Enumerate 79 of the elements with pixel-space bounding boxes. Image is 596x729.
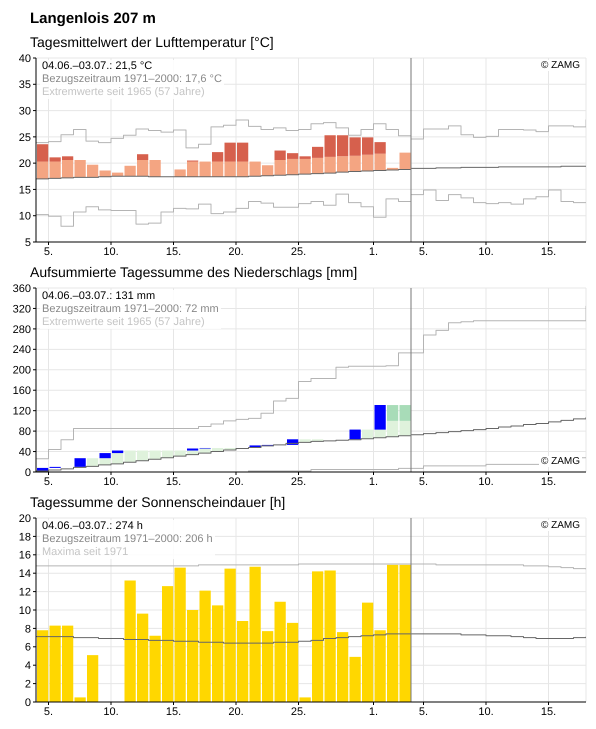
- y-tick-label: 14: [18, 568, 31, 580]
- y-tick-label: 200: [12, 364, 31, 377]
- y-tick-label: 2: [24, 678, 31, 691]
- x-tick-label: 10.: [478, 476, 494, 488]
- x-tick-label: 1.: [368, 246, 378, 258]
- x-tick-label: 5.: [418, 706, 428, 718]
- annotation: 04.06.–03.07.: 21,5 °C: [42, 60, 154, 73]
- x-tick-label: 20.: [228, 706, 244, 718]
- annotation: 04.06.–03.07.: 274 h: [42, 520, 144, 533]
- y-tick-label: 16: [18, 550, 31, 562]
- annotation: 04.06.–03.07.: 131 mm: [42, 290, 156, 303]
- bar: [350, 430, 361, 440]
- x-tick-label: 15.: [166, 476, 182, 488]
- y-tick-label: 35: [18, 79, 31, 92]
- annotation: Extremwerte seit 1965 (57 Jahre): [42, 86, 206, 99]
- y-tick-label: 20: [18, 158, 31, 170]
- x-tick-label: 25.: [290, 706, 306, 718]
- x-tick-label: 5.: [418, 246, 428, 258]
- y-tick-label: 360: [12, 282, 31, 295]
- x-tick-label: 25.: [290, 476, 306, 488]
- x-tick-label: 25.: [290, 246, 306, 258]
- bar: [187, 448, 198, 451]
- x-tick-label: 10.: [478, 246, 494, 258]
- x-tick-label: 5.: [44, 246, 54, 258]
- y-tick-label: 6: [24, 642, 31, 654]
- annotation: © ZAMG: [538, 60, 582, 71]
- x-tick-label: 15.: [166, 706, 182, 718]
- x-tick-label: 10.: [103, 246, 119, 258]
- x-tick-label: 1.: [368, 706, 378, 718]
- x-tick-label: 5.: [418, 476, 428, 488]
- x-tick-label: 15.: [166, 246, 182, 258]
- x-tick-label: 5.: [44, 706, 54, 718]
- bar: [74, 458, 86, 467]
- y-tick-label: 15: [18, 184, 31, 196]
- y-tick-label: 0: [24, 466, 31, 479]
- y-tick-label: 280: [12, 324, 31, 336]
- x-tick-label: 5.: [44, 476, 54, 488]
- x-tick-label: 10.: [478, 706, 494, 718]
- annotation: © ZAMG: [538, 456, 582, 467]
- x-tick-label: 10.: [103, 476, 119, 488]
- bar: [100, 453, 111, 458]
- x-tick-label: 20.: [228, 476, 244, 488]
- chart-title: Langenlois 207 m: [29, 9, 157, 29]
- chart-subtitle: Tagesmittelwert der Lufttemperatur [°C]: [29, 33, 275, 52]
- x-tick-label: 20.: [228, 246, 244, 258]
- y-tick-label: 4: [24, 660, 31, 672]
- y-tick-label: 5: [24, 236, 31, 249]
- y-tick-label: 10: [18, 604, 31, 617]
- annotation: Bezugszeitraum 1971–2000: 206 h: [42, 533, 213, 546]
- y-tick-label: 10: [18, 210, 31, 223]
- bar: [137, 154, 148, 160]
- x-tick-label: 15.: [540, 246, 556, 258]
- y-tick-label: 25: [18, 132, 31, 144]
- y-tick-label: 8: [24, 623, 31, 636]
- y-tick-label: 40: [18, 52, 31, 65]
- chart-title: Tagessumme der Sonnenscheindauer [h]: [29, 493, 286, 512]
- y-tick-label: 240: [12, 344, 31, 356]
- x-tick-label: 10.: [103, 706, 119, 718]
- annotation: © ZAMG: [538, 520, 582, 531]
- y-tick-label: 120: [12, 406, 31, 418]
- y-tick-label: 20: [18, 512, 31, 525]
- y-tick-label: 160: [12, 385, 31, 398]
- y-tick-label: 18: [18, 531, 31, 544]
- annotation: Bezugszeitraum 1971–2000: 72 mm: [42, 303, 219, 316]
- y-tick-label: 80: [18, 426, 31, 438]
- y-tick-label: 30: [18, 105, 31, 118]
- x-tick-label: 15.: [540, 476, 556, 488]
- y-tick-label: 320: [12, 303, 31, 316]
- y-tick-label: 0: [24, 696, 31, 709]
- bar: [112, 450, 124, 454]
- x-tick-label: 15.: [540, 706, 556, 718]
- annotation: Bezugszeitraum 1971–2000: 17,6 °C: [42, 73, 222, 86]
- bar: [374, 405, 386, 430]
- x-tick-label: 1.: [368, 476, 378, 488]
- y-tick-label: 40: [18, 446, 31, 458]
- chart-title: Aufsummierte Tagessumme des Niederschlags [mm]: [29, 263, 358, 282]
- annotation: Extremwerte seit 1965 (57 Jahre): [42, 316, 206, 329]
- y-tick-label: 12: [18, 586, 31, 599]
- annotation: Maxima seit 1971: [42, 546, 130, 559]
